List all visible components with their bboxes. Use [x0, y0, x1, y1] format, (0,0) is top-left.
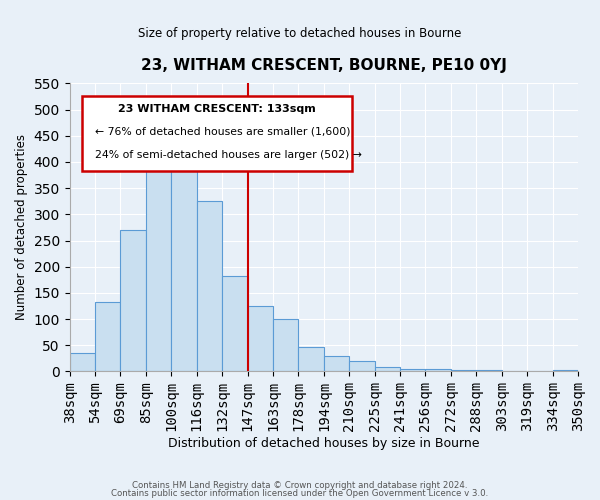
Text: Contains public sector information licensed under the Open Government Licence v : Contains public sector information licen…: [112, 489, 488, 498]
Bar: [273, 319, 298, 372]
Bar: [146, 144, 172, 372]
Text: ← 76% of detached houses are smaller (1,600): ← 76% of detached houses are smaller (1,…: [95, 126, 350, 136]
Text: 23 WITHAM CRESCENT: 133sqm: 23 WITHAM CRESCENT: 133sqm: [118, 104, 316, 114]
Bar: [70, 353, 95, 372]
Bar: [324, 356, 349, 372]
Text: Size of property relative to detached houses in Bourne: Size of property relative to detached ho…: [139, 28, 461, 40]
Bar: [121, 230, 146, 372]
Bar: [502, 371, 527, 372]
Y-axis label: Number of detached properties: Number of detached properties: [15, 134, 28, 320]
Bar: [527, 371, 553, 372]
Bar: [248, 306, 273, 372]
Bar: [400, 369, 425, 372]
Bar: [197, 201, 222, 372]
Text: Contains HM Land Registry data © Crown copyright and database right 2024.: Contains HM Land Registry data © Crown c…: [132, 480, 468, 490]
Bar: [222, 276, 248, 372]
Bar: [298, 347, 324, 372]
Bar: [553, 370, 578, 372]
Bar: [374, 368, 400, 372]
Bar: [425, 369, 451, 372]
FancyBboxPatch shape: [82, 96, 352, 172]
Title: 23, WITHAM CRESCENT, BOURNE, PE10 0YJ: 23, WITHAM CRESCENT, BOURNE, PE10 0YJ: [141, 58, 507, 72]
Bar: [451, 370, 476, 372]
Bar: [172, 160, 197, 372]
Text: 24% of semi-detached houses are larger (502) →: 24% of semi-detached houses are larger (…: [95, 150, 362, 160]
Bar: [95, 302, 121, 372]
X-axis label: Distribution of detached houses by size in Bourne: Distribution of detached houses by size …: [168, 437, 479, 450]
Bar: [349, 361, 374, 372]
Bar: [476, 370, 502, 372]
